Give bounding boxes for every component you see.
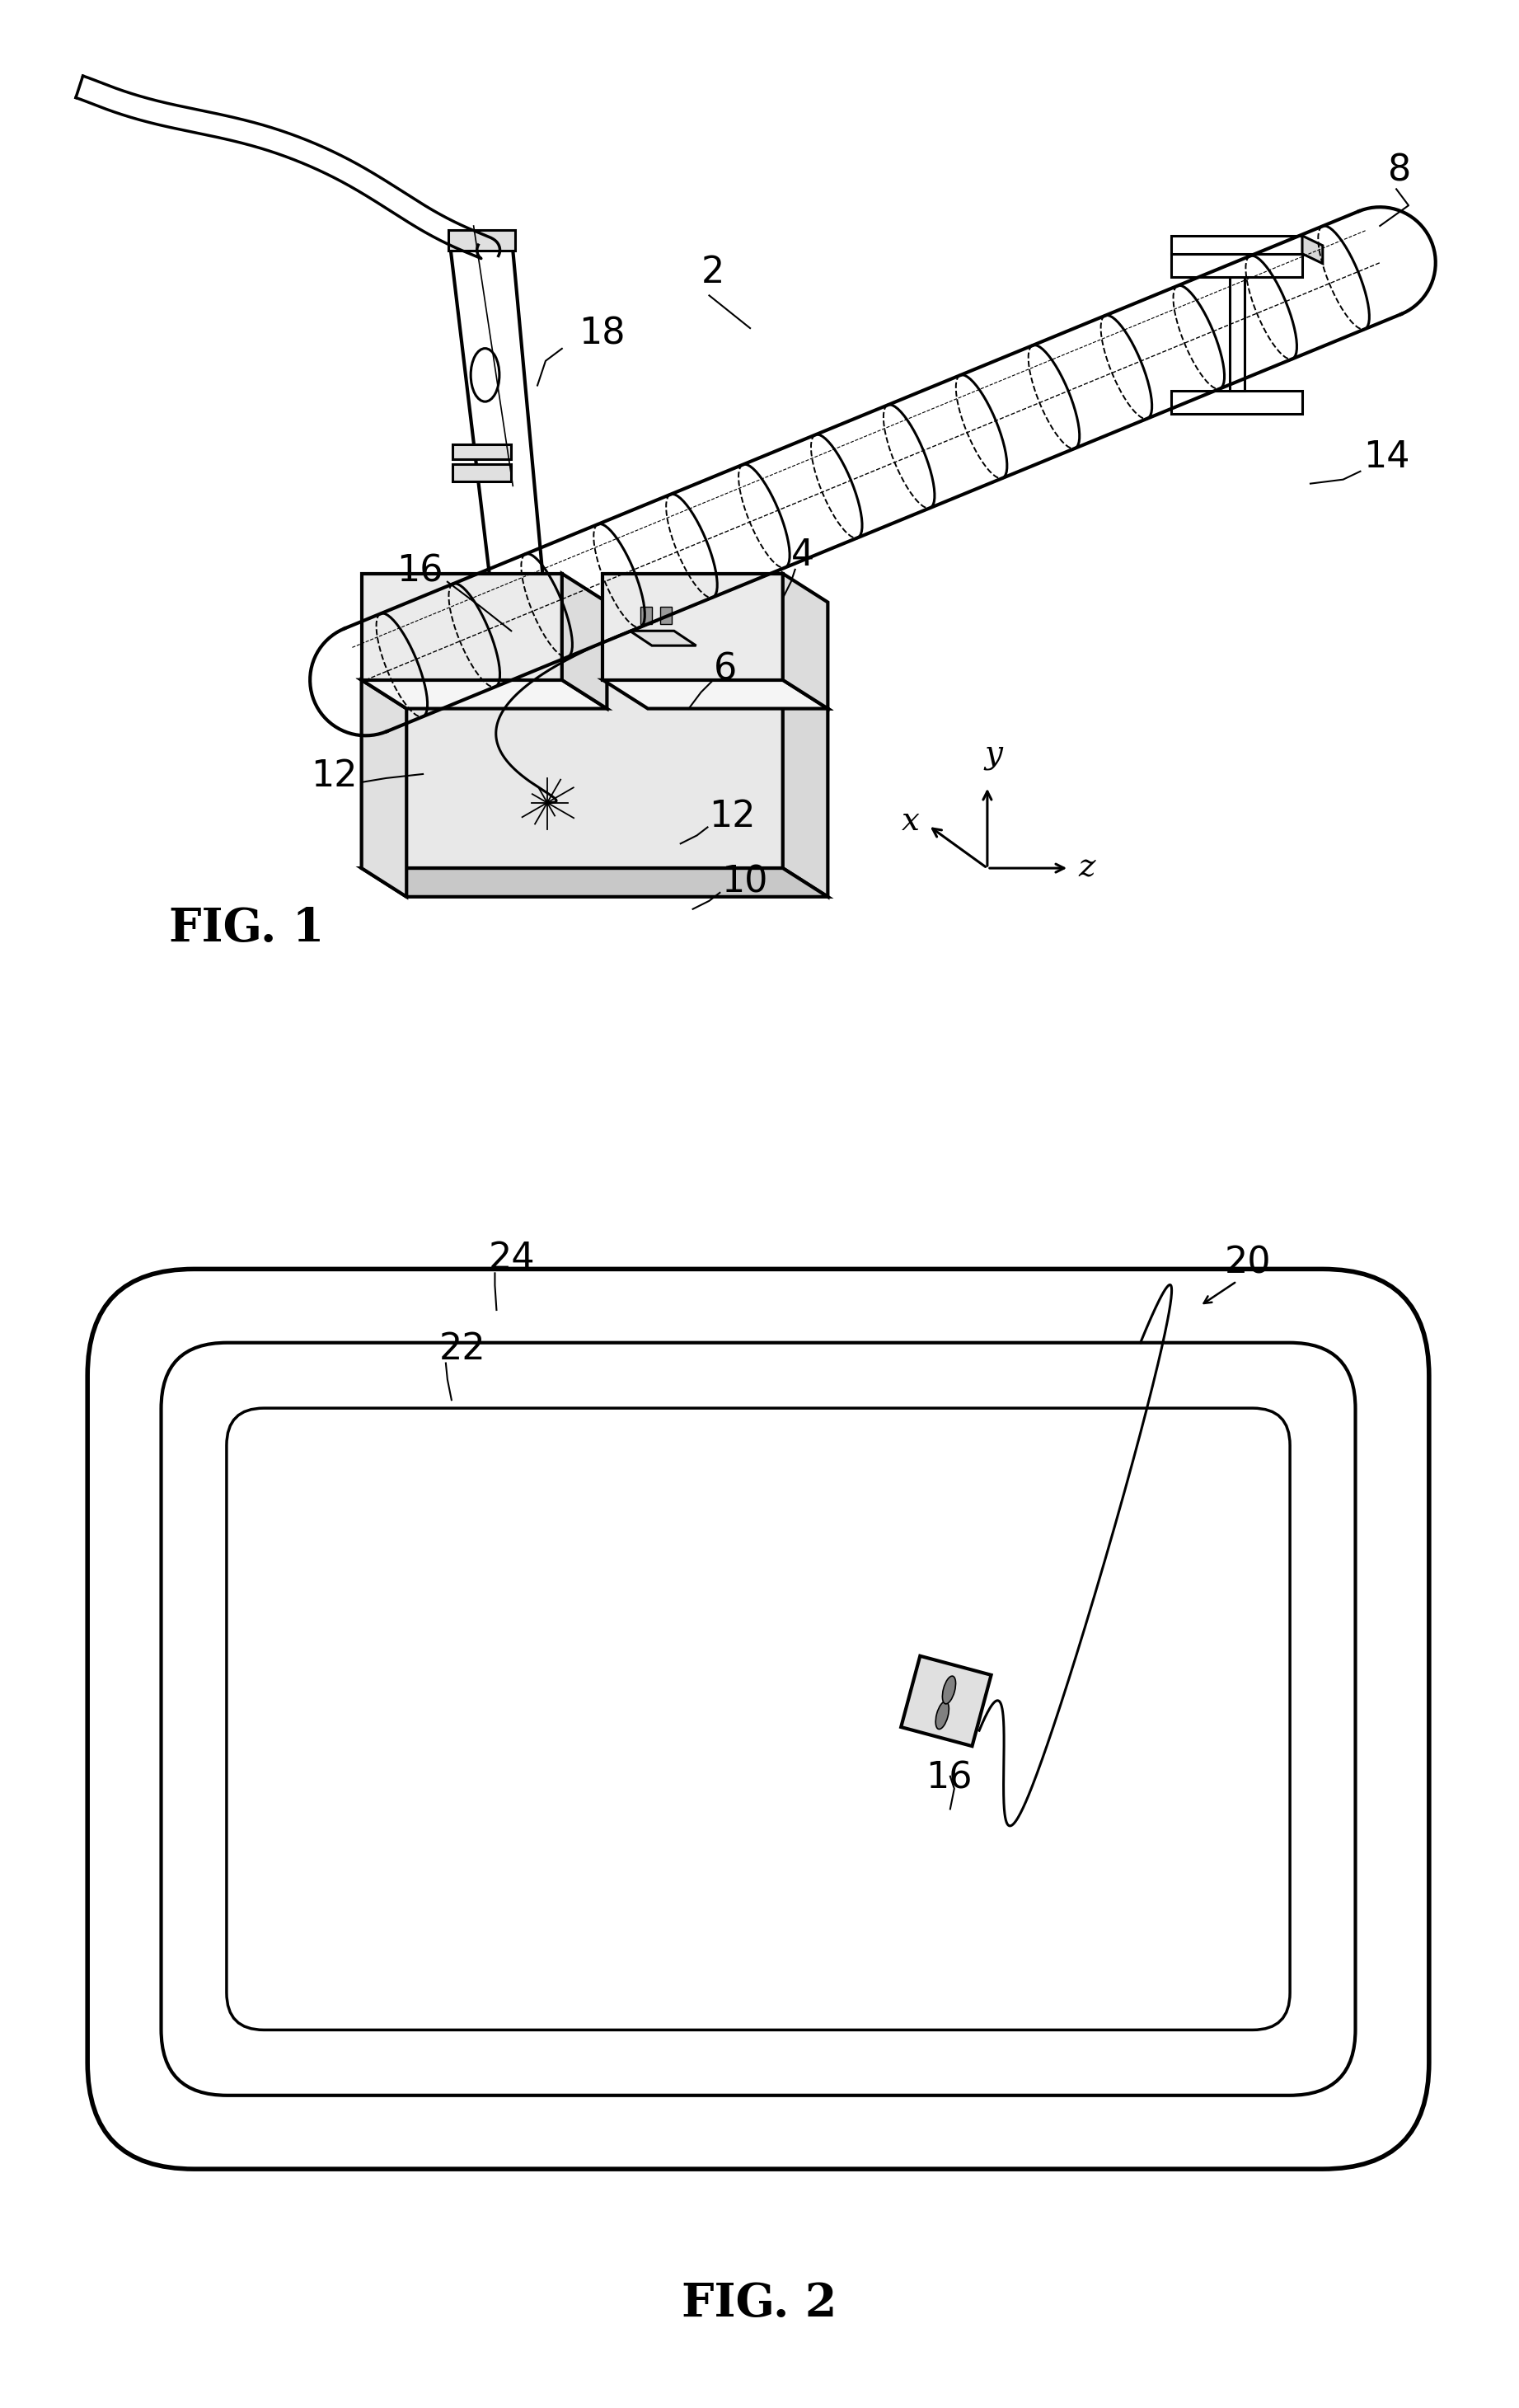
Polygon shape xyxy=(362,679,407,896)
Text: 4: 4 xyxy=(791,537,814,573)
Text: x: x xyxy=(901,807,919,836)
FancyBboxPatch shape xyxy=(88,1269,1429,2170)
Text: 24: 24 xyxy=(488,1240,535,1276)
Text: 16: 16 xyxy=(396,554,444,590)
Bar xyxy=(1171,236,1302,253)
Text: 20: 20 xyxy=(1224,1245,1271,1281)
Ellipse shape xyxy=(936,1702,949,1729)
Text: 12: 12 xyxy=(311,759,357,795)
Bar xyxy=(453,465,512,482)
Polygon shape xyxy=(603,679,828,708)
Bar xyxy=(453,443,512,460)
Bar xyxy=(661,607,671,624)
Polygon shape xyxy=(362,679,608,708)
Polygon shape xyxy=(362,679,828,708)
Polygon shape xyxy=(901,1657,992,1746)
Text: FIG. 2: FIG. 2 xyxy=(682,2280,837,2326)
Text: 16: 16 xyxy=(925,1760,972,1796)
Polygon shape xyxy=(603,573,782,679)
Polygon shape xyxy=(362,869,828,896)
Text: 2: 2 xyxy=(700,255,725,291)
Bar xyxy=(1171,390,1302,414)
Polygon shape xyxy=(362,679,782,869)
Bar xyxy=(448,231,515,250)
Polygon shape xyxy=(512,607,548,802)
Polygon shape xyxy=(782,573,828,708)
Text: y: y xyxy=(984,739,1003,771)
Bar xyxy=(1229,277,1244,390)
Polygon shape xyxy=(562,573,608,708)
Ellipse shape xyxy=(942,1676,955,1705)
Polygon shape xyxy=(1302,236,1323,262)
Polygon shape xyxy=(451,250,545,607)
Polygon shape xyxy=(782,679,828,896)
Polygon shape xyxy=(630,631,696,645)
Text: 12: 12 xyxy=(709,799,756,836)
Bar xyxy=(641,607,652,624)
Text: 14: 14 xyxy=(1364,438,1410,474)
Text: 18: 18 xyxy=(579,315,624,352)
Text: 8: 8 xyxy=(1388,152,1411,188)
Text: 10: 10 xyxy=(722,864,769,901)
Bar xyxy=(1171,253,1302,277)
Text: 6: 6 xyxy=(714,653,737,686)
Text: 22: 22 xyxy=(439,1332,486,1365)
Text: FIG. 1: FIG. 1 xyxy=(169,905,325,951)
Text: z: z xyxy=(1078,852,1095,884)
Polygon shape xyxy=(362,573,562,679)
